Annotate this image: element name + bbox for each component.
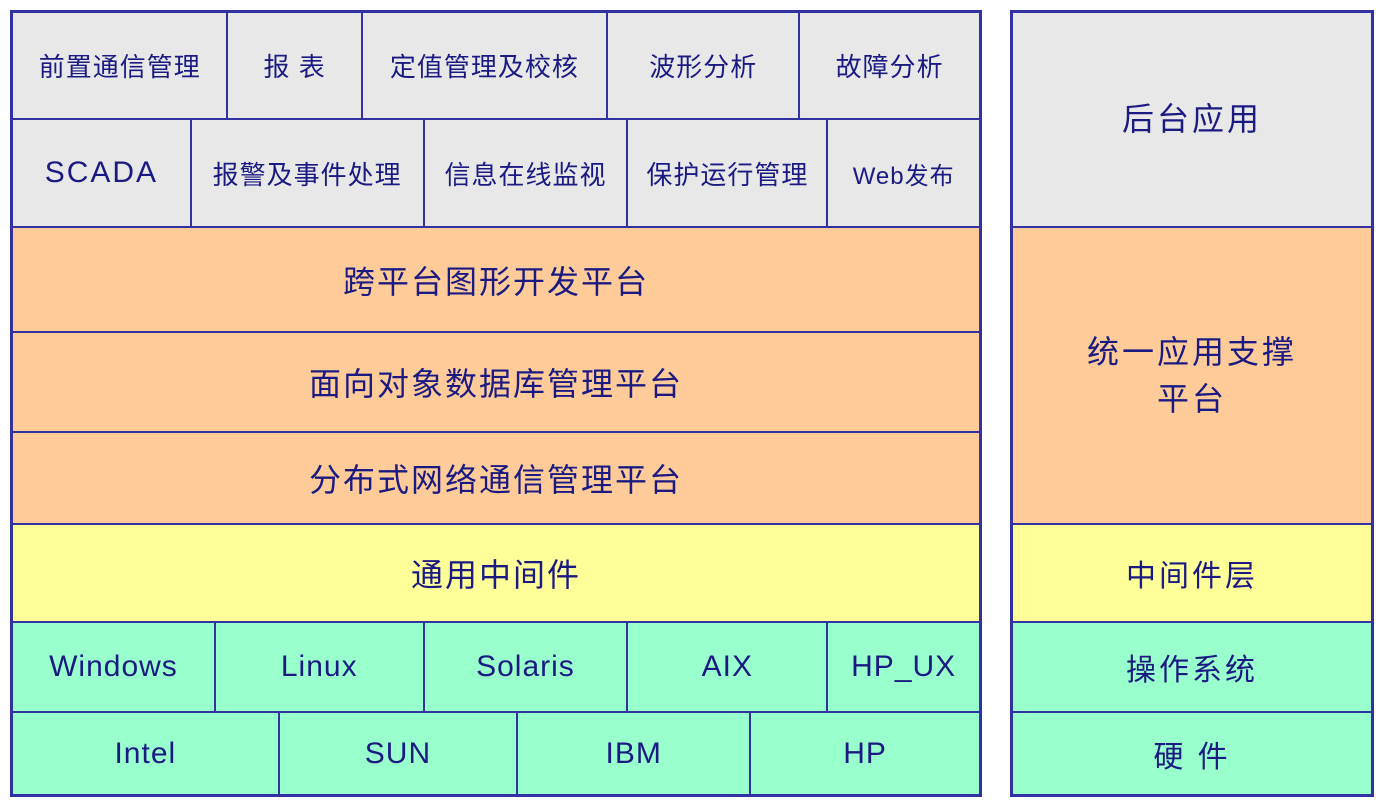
legend-operating-system-label: 操作系统 bbox=[1126, 654, 1258, 687]
cell-fault-analysis: 故障分析 bbox=[798, 13, 979, 118]
cell-info-online-monitoring: 信息在线监视 bbox=[422, 120, 627, 226]
layer-general-middleware: 通用中间件 bbox=[13, 523, 979, 621]
legend-middleware-layer-label: 中间件层 bbox=[1126, 560, 1258, 593]
cell-web-publishing: Web发布 bbox=[826, 120, 979, 226]
cell-setting-management-check: 定值管理及校核 bbox=[360, 13, 607, 118]
cell-scada: SCADA bbox=[13, 120, 190, 226]
cell-protection-operation-management: 保护运行管理 bbox=[626, 120, 827, 226]
layer-cross-platform-graphics: 跨平台图形开发平台 bbox=[13, 226, 979, 331]
left-stack: 前置通信管理 报 表 定值管理及校核 波形分析 故障分析 SCADA 报警及事件… bbox=[10, 10, 982, 797]
cell-linux: Linux bbox=[213, 623, 423, 711]
layer-distributed-network-comm: 分布式网络通信管理平台 bbox=[13, 431, 979, 523]
layer-general-middleware-label: 通用中间件 bbox=[13, 525, 979, 621]
legend-unified-support-platform: 统一应用支撑 平台 bbox=[1013, 226, 1371, 523]
cell-alarm-event-processing: 报警及事件处理 bbox=[189, 120, 423, 226]
cell-solaris: Solaris bbox=[422, 623, 627, 711]
os-row: Windows Linux Solaris AIX HP_UX bbox=[13, 621, 979, 711]
application-row-bottom: SCADA 报警及事件处理 信息在线监视 保护运行管理 Web发布 bbox=[13, 118, 979, 226]
cell-hpux: HP_UX bbox=[826, 623, 979, 711]
legend-backend-applications-label: 后台应用 bbox=[1121, 101, 1262, 138]
right-stack: 后台应用 统一应用支撑 平台 中间件层 操作系统 硬 件 bbox=[1010, 10, 1374, 797]
cell-sun: SUN bbox=[277, 713, 517, 794]
application-row-top: 前置通信管理 报 表 定值管理及校核 波形分析 故障分析 bbox=[13, 13, 979, 118]
legend-unified-support-platform-line2: 平台 bbox=[1156, 380, 1227, 417]
layer-cross-platform-graphics-label: 跨平台图形开发平台 bbox=[13, 228, 979, 331]
layer-object-database-management: 面向对象数据库管理平台 bbox=[13, 331, 979, 431]
layer-distributed-network-comm-label: 分布式网络通信管理平台 bbox=[13, 433, 979, 523]
cell-windows: Windows bbox=[13, 623, 214, 711]
layer-object-database-management-label: 面向对象数据库管理平台 bbox=[13, 333, 979, 431]
legend-hardware-label: 硬 件 bbox=[1153, 740, 1231, 774]
legend-middleware-layer: 中间件层 bbox=[1013, 523, 1371, 621]
legend-hardware: 硬 件 bbox=[1013, 711, 1371, 794]
cell-ibm: IBM bbox=[516, 713, 750, 794]
hardware-row: Intel SUN IBM HP bbox=[13, 711, 979, 794]
legend-operating-system: 操作系统 bbox=[1013, 621, 1371, 711]
cell-waveform-analysis: 波形分析 bbox=[606, 13, 799, 118]
legend-backend-applications: 后台应用 bbox=[1013, 13, 1371, 226]
cell-intel: Intel bbox=[13, 713, 278, 794]
cell-reports: 报 表 bbox=[226, 13, 361, 118]
legend-unified-support-platform-line1: 统一应用支撑 bbox=[1086, 334, 1297, 371]
cell-aix: AIX bbox=[626, 623, 827, 711]
cell-hp: HP bbox=[749, 713, 979, 794]
cell-front-end-comm-management: 前置通信管理 bbox=[13, 13, 227, 118]
